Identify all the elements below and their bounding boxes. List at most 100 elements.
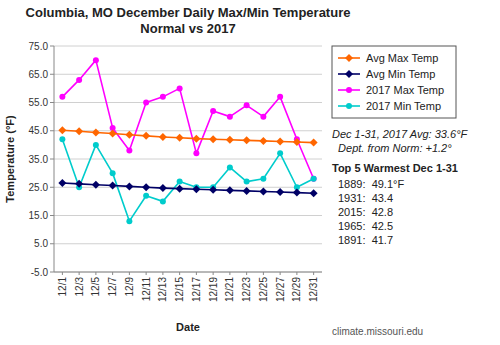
point xyxy=(143,193,149,199)
point xyxy=(159,133,167,141)
x-axis-label: Date xyxy=(176,321,200,333)
point xyxy=(177,85,183,91)
legend-label: Avg Min Temp xyxy=(366,68,435,80)
y-tick-label: 55.0 xyxy=(29,97,49,108)
point xyxy=(243,136,251,144)
y-tick xyxy=(50,215,54,216)
point xyxy=(160,198,166,204)
annotation-line: 1889: 49.1°F xyxy=(338,178,404,190)
legend-marker xyxy=(346,103,352,109)
annotation-line: 2015: 42.8 xyxy=(338,206,393,218)
annotation-line: 1965: 42.5 xyxy=(338,220,393,232)
y-tick-label: 25.0 xyxy=(29,182,49,193)
point xyxy=(209,186,217,194)
point xyxy=(93,57,99,63)
y-axis xyxy=(54,46,55,272)
y-tick xyxy=(50,187,54,188)
y-axis-label: Temperature (°F) xyxy=(4,115,16,203)
legend-box xyxy=(332,46,456,118)
point xyxy=(109,182,117,190)
x-axis xyxy=(54,272,322,273)
series xyxy=(59,136,316,224)
point xyxy=(226,186,234,194)
point xyxy=(58,179,66,187)
point xyxy=(210,108,216,114)
point xyxy=(244,102,250,108)
x-tick-label: 12/25 xyxy=(258,277,269,302)
plot-data xyxy=(58,57,317,224)
x-tick-label: 12/7 xyxy=(107,277,118,297)
point xyxy=(293,138,301,146)
grid-line xyxy=(54,215,322,216)
point xyxy=(126,218,132,224)
point xyxy=(59,136,65,142)
annotation: 2015: 42.8 xyxy=(338,206,393,218)
point xyxy=(276,188,284,196)
y-tick xyxy=(50,272,54,273)
annotation-line: Top 5 Warmest Dec 1-31 xyxy=(332,162,458,174)
point xyxy=(260,176,266,182)
x-tick xyxy=(213,272,214,275)
point xyxy=(209,135,217,143)
grid-line xyxy=(54,74,322,75)
legend-label: 2017 Min Temp xyxy=(366,100,441,112)
annotation-line: climate.missouri.edu xyxy=(332,326,423,337)
x-tick xyxy=(162,272,163,275)
point xyxy=(110,170,116,176)
y-tick-label: 15.0 xyxy=(29,210,49,221)
point xyxy=(176,185,184,193)
annotation: Top 5 Warmest Dec 1-31 xyxy=(332,162,458,174)
x-tick xyxy=(79,272,80,275)
point xyxy=(293,189,301,197)
annotation-line: 1891: 41.7 xyxy=(338,234,393,246)
x-tick-label: 12/15 xyxy=(174,277,185,302)
point xyxy=(227,164,233,170)
point xyxy=(126,148,132,154)
x-tick xyxy=(129,272,130,275)
point xyxy=(276,137,284,145)
y-tick-label: 5.0 xyxy=(34,238,48,249)
point xyxy=(160,94,166,100)
title-line: Normal vs 2017 xyxy=(140,21,235,36)
series xyxy=(58,126,317,146)
y-tick xyxy=(50,243,54,244)
point xyxy=(192,185,200,193)
point xyxy=(310,139,318,147)
legend-label: Avg Max Temp xyxy=(366,52,438,64)
legend: Avg Max TempAvg Min Temp2017 Max Temp201… xyxy=(332,46,456,118)
series-line xyxy=(62,130,313,142)
x-tick-label: 12/31 xyxy=(308,277,319,302)
x-tick-label: 12/1 xyxy=(57,277,68,297)
grid-line xyxy=(54,272,322,273)
legend-marker xyxy=(345,54,353,62)
point xyxy=(142,132,150,140)
series-line xyxy=(62,183,313,193)
point xyxy=(159,184,167,192)
annotation: 1931: 43.4 xyxy=(338,192,393,204)
y-grid xyxy=(54,46,322,272)
point xyxy=(125,182,133,190)
point xyxy=(260,114,266,120)
x-tick xyxy=(62,272,63,275)
point xyxy=(76,77,82,83)
point xyxy=(226,136,234,144)
point xyxy=(259,137,267,145)
x-tick-label: 12/13 xyxy=(157,277,168,302)
x-tick-label: 12/19 xyxy=(208,277,219,302)
point xyxy=(93,142,99,148)
point xyxy=(193,150,199,156)
point xyxy=(176,134,184,142)
x-tick-label: 12/5 xyxy=(90,277,101,297)
series xyxy=(59,57,316,182)
x-tick xyxy=(229,272,230,275)
y-tick-label: 75.0 xyxy=(29,41,49,52)
y-tick-label: -5.0 xyxy=(31,267,49,278)
x-tick-label: 12/23 xyxy=(241,277,252,302)
annotation: 1891: 41.7 xyxy=(338,234,393,246)
x-tick xyxy=(179,272,180,275)
x-tick xyxy=(296,272,297,275)
point xyxy=(109,130,117,138)
y-tick xyxy=(50,130,54,131)
point xyxy=(59,94,65,100)
x-tick xyxy=(246,272,247,275)
